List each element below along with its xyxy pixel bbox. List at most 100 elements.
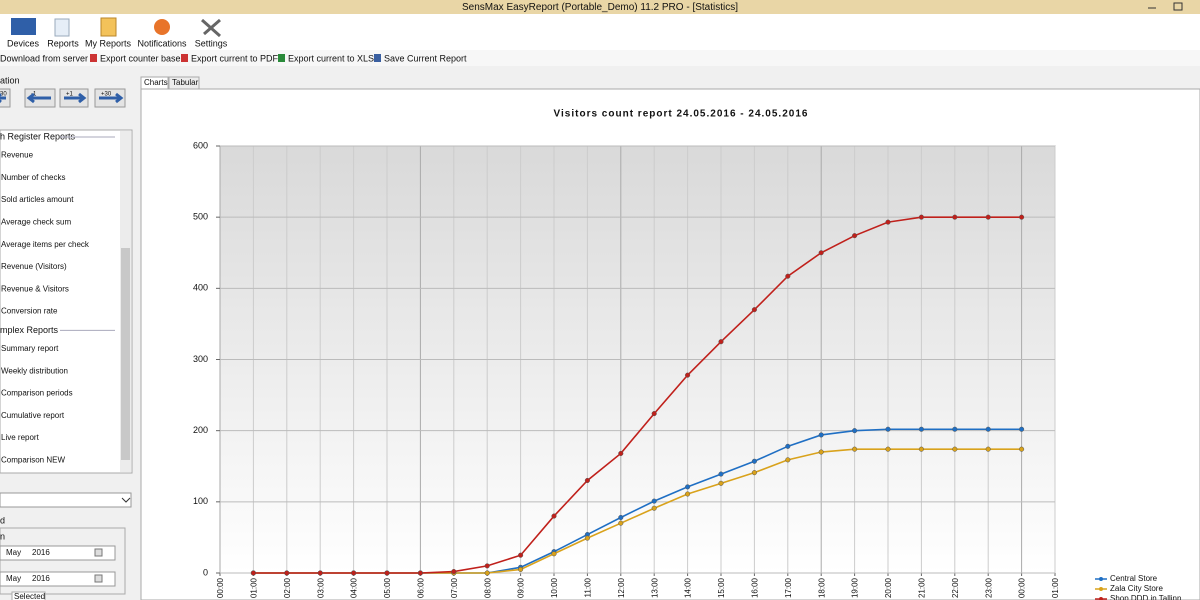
data-point: [985, 446, 991, 452]
tab[interactable]: [11, 591, 46, 600]
data-point: [651, 498, 657, 504]
data-point: [985, 426, 991, 432]
data-point: [751, 470, 757, 476]
tab[interactable]: [168, 76, 200, 90]
toolbar-button[interactable]: Export current to XLS: [288, 53, 374, 63]
data-point: [885, 426, 891, 432]
x-tick-label: 07:00: [450, 577, 459, 598]
toolbar-button[interactable]: Save Current Report: [384, 53, 467, 63]
data-point: [551, 551, 557, 557]
step-label: -30: [0, 92, 7, 98]
data-point: [685, 491, 691, 497]
x-tick-label: 08:00: [483, 577, 492, 598]
data-point: [718, 471, 724, 477]
period-label: d: [0, 515, 5, 525]
data-point: [718, 339, 724, 345]
devices-icon: [11, 18, 36, 35]
settings-icon: [201, 18, 221, 38]
calendar-button[interactable]: [94, 574, 103, 583]
tab[interactable]: [140, 76, 169, 90]
step-arrow: [26, 92, 51, 104]
data-point: [751, 307, 757, 313]
data-point: [785, 443, 791, 449]
ribbon-button[interactable]: Devices: [7, 38, 40, 48]
ribbon-button[interactable]: My Reports: [85, 38, 132, 48]
data-point: [685, 372, 691, 378]
legend-label: Central Store: [1110, 574, 1158, 583]
x-tick-label: 11:00: [584, 577, 593, 597]
report-item[interactable]: Average check sum: [1, 218, 71, 227]
report-item[interactable]: Cumulative report: [1, 411, 65, 420]
x-tick-label: 18:00: [817, 577, 826, 598]
report-item[interactable]: Sold articles amount: [1, 195, 74, 204]
date-month: May: [6, 574, 21, 583]
ribbon-button[interactable]: Reports: [47, 38, 79, 48]
data-point: [952, 426, 958, 432]
y-tick-label: 600: [193, 140, 208, 150]
x-tick-label: 15:00: [717, 577, 726, 598]
toolbar-button[interactable]: Export counter base: [100, 53, 181, 63]
dropdown[interactable]: [0, 492, 132, 508]
x-tick-label: 22:00: [951, 577, 960, 598]
report-item[interactable]: Conversion rate: [1, 307, 58, 316]
x-tick-label: 00:00: [216, 577, 225, 598]
report-item[interactable]: Average items per check: [1, 240, 90, 249]
report-item[interactable]: Number of checks: [1, 173, 65, 182]
data-point: [384, 570, 390, 576]
data-point: [618, 514, 624, 521]
step-arrow: [0, 92, 6, 104]
date-field[interactable]: [0, 545, 116, 561]
date-year: 2016: [32, 574, 50, 583]
data-point: [952, 214, 958, 220]
x-tick-label: 09:00: [517, 577, 526, 598]
x-tick-label: 21:00: [918, 577, 927, 598]
x-tick-label: 10:00: [550, 577, 559, 598]
step-arrow: [99, 92, 124, 104]
ribbon-button[interactable]: Notifications: [137, 38, 187, 48]
data-point: [685, 484, 691, 490]
report-item[interactable]: Weekly distribution: [1, 366, 68, 375]
toolbar-icon: [374, 54, 381, 62]
report-item[interactable]: Revenue (Visitors): [1, 262, 67, 271]
ribbon-button[interactable]: Settings: [195, 38, 228, 48]
data-point: [785, 273, 791, 279]
report-item[interactable]: Comparison periods: [1, 389, 73, 398]
report-item[interactable]: Comparison NEW: [1, 456, 65, 465]
date-field[interactable]: [0, 571, 116, 587]
scrollbar-thumb[interactable]: [121, 248, 130, 460]
data-point: [918, 426, 924, 432]
date-year: 2016: [32, 548, 50, 557]
data-point: [484, 563, 490, 569]
maximize-button[interactable]: [1173, 2, 1183, 11]
y-tick-label: 300: [193, 354, 208, 364]
step-arrow: [64, 92, 87, 104]
x-tick-label: 03:00: [316, 577, 325, 598]
date-month: May: [6, 548, 21, 557]
series-line: [253, 216, 1022, 574]
dropdown-arrow: [121, 497, 131, 503]
data-point: [518, 566, 524, 572]
toolbar: [0, 50, 1200, 66]
data-point: [651, 411, 657, 417]
ribbon-icons: [11, 17, 221, 38]
navigation-label: ation: [0, 75, 20, 85]
report-item[interactable]: Summary report: [1, 344, 59, 353]
data-point: [618, 520, 624, 526]
data-point: [885, 446, 891, 452]
x-tick-label: 19:00: [851, 577, 860, 598]
y-tick-label: 500: [193, 212, 208, 222]
report-item[interactable]: Revenue: [1, 151, 34, 160]
toolbar-button[interactable]: Download from server: [0, 53, 88, 63]
data-point: [551, 513, 557, 519]
group-header: h Register Reports: [0, 131, 76, 141]
toolbar-button[interactable]: Export current to PDF: [191, 53, 279, 63]
window-title: SensMax EasyReport (Portable_Demo) 11.2 …: [462, 2, 738, 13]
tab-label: Selected: [14, 592, 45, 600]
data-point: [518, 552, 524, 558]
report-item[interactable]: Revenue & Visitors: [1, 284, 69, 293]
my-reports-icon: [100, 17, 117, 37]
report-item[interactable]: Live report: [1, 433, 40, 442]
calendar-button[interactable]: [94, 548, 103, 557]
data-point: [417, 570, 423, 576]
group-header: mplex Reports: [0, 325, 59, 335]
